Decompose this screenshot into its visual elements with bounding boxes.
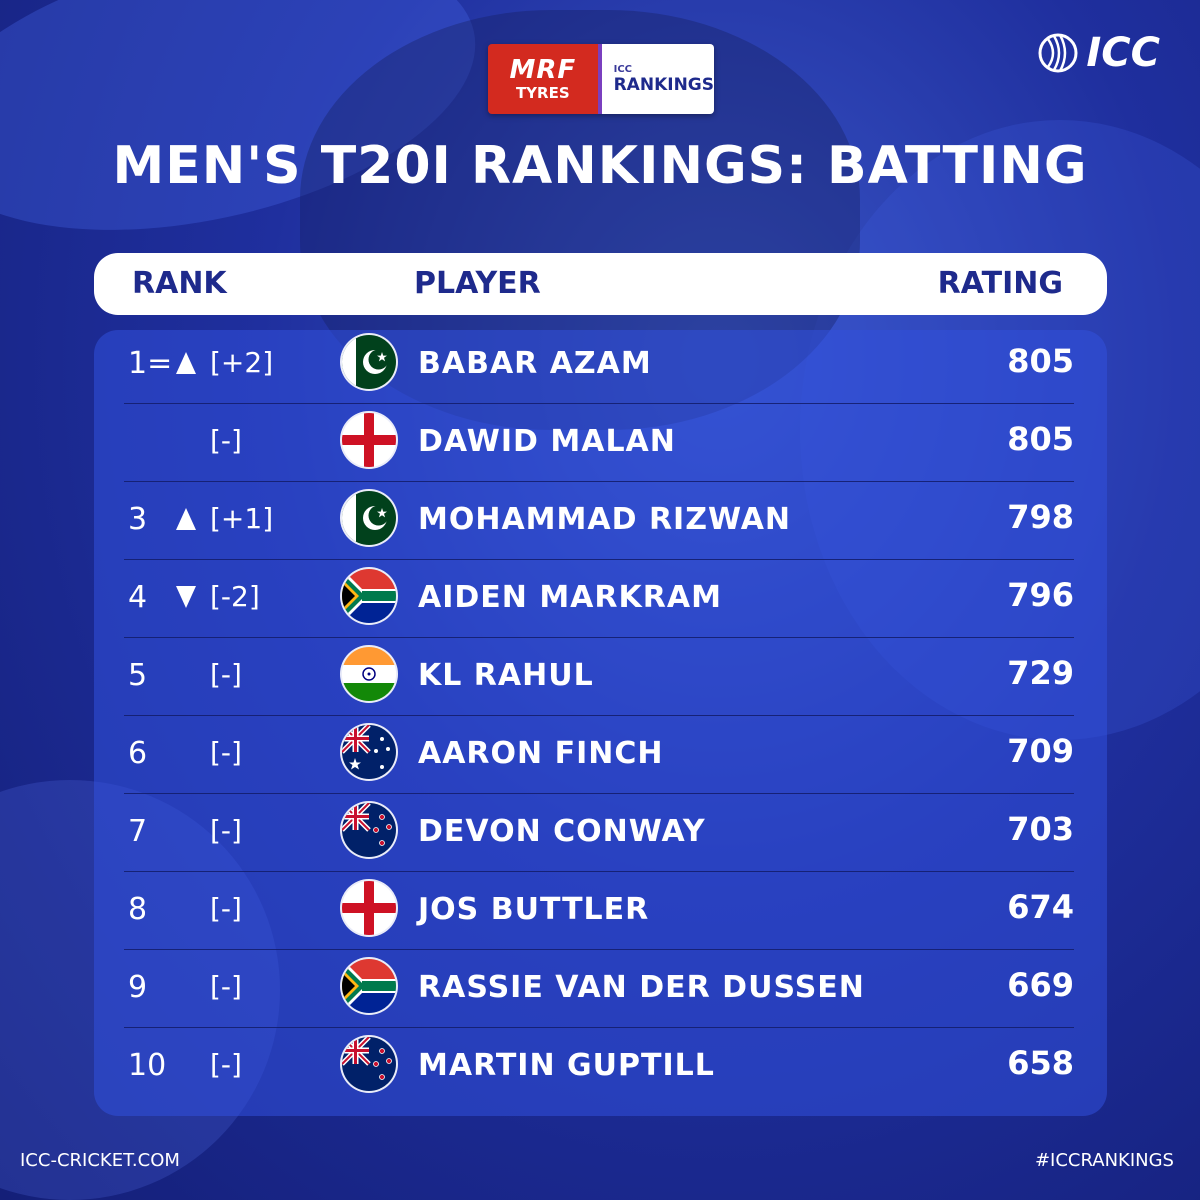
icc-logo: ICC — [1036, 30, 1160, 76]
player-rating: 796 — [1007, 576, 1074, 614]
page-title: MEN'S T20I RANKINGS: BATTING — [112, 136, 1088, 196]
rank-number: 7 — [128, 814, 148, 849]
player-rating: 805 — [1007, 342, 1074, 380]
player-rating: 658 — [1007, 1044, 1074, 1082]
arrow-up-icon — [176, 508, 196, 530]
player-name: AARON FINCH — [418, 736, 664, 771]
rank-number: 5 — [128, 658, 148, 693]
rank-change: [-] — [210, 1048, 242, 1081]
rank-change: [-] — [210, 814, 242, 847]
rank-change: [-] — [210, 892, 242, 925]
india-flag-icon — [342, 647, 396, 701]
player-rating: 669 — [1007, 966, 1074, 1004]
table-header: RANK PLAYER RATING — [94, 253, 1107, 315]
tyres-logo-text: TYRES — [515, 84, 570, 102]
rank-change: [+1] — [210, 502, 274, 535]
player-name: KL RAHUL — [418, 658, 594, 693]
mrf-icc-rankings-logo: MRF TYRES ICC RANKINGS — [488, 44, 714, 114]
row-divider — [124, 559, 1074, 560]
player-name: DAWID MALAN — [418, 424, 676, 459]
arrow-up-icon — [176, 352, 196, 374]
table-row: 1= [+2] BABAR AZAM 805 — [124, 326, 1074, 404]
table-row: 6 [-] AARON FINCH 709 — [124, 716, 1074, 794]
new-zealand-flag-icon — [342, 803, 396, 857]
rank-change: [+2] — [210, 346, 274, 379]
icc-logo-text: ICC — [1086, 30, 1160, 76]
england-flag-icon — [342, 413, 396, 467]
rank-change: [-2] — [210, 580, 260, 613]
rank-number: 3 — [128, 502, 148, 537]
rankings-logo-text: RANKINGS — [613, 74, 714, 95]
rank-number: 10 — [128, 1048, 167, 1083]
footer-website: ICC-CRICKET.COM — [20, 1150, 180, 1171]
table-row: 8 [-] JOS BUTTLER 674 — [124, 872, 1074, 950]
player-rating: 729 — [1007, 654, 1074, 692]
row-divider — [124, 715, 1074, 716]
rank-number: 8 — [128, 892, 148, 927]
player-name: AIDEN MARKRAM — [418, 580, 722, 615]
new-zealand-flag-icon — [342, 1037, 396, 1091]
table-row: 5 [-] KL RAHUL 729 — [124, 638, 1074, 716]
player-name: DEVON CONWAY — [418, 814, 706, 849]
rank-change: [-] — [210, 424, 242, 457]
icc-rankings-logo: ICC RANKINGS — [597, 44, 714, 114]
row-divider — [124, 793, 1074, 794]
england-flag-icon — [342, 881, 396, 935]
player-rating: 798 — [1007, 498, 1074, 536]
player-rating: 805 — [1007, 420, 1074, 458]
rank-change: [-] — [210, 736, 242, 769]
row-divider — [124, 871, 1074, 872]
table-row: 10 [-] MARTIN GUPTILL 658 — [124, 1028, 1074, 1106]
player-rating: 709 — [1007, 732, 1074, 770]
row-divider — [124, 637, 1074, 638]
player-name: RASSIE VAN DER DUSSEN — [418, 970, 865, 1005]
rank-number: 4 — [128, 580, 148, 615]
rank-change: [-] — [210, 970, 242, 1003]
row-divider — [124, 403, 1074, 404]
player-name: BABAR AZAM — [418, 346, 652, 381]
player-name: MARTIN GUPTILL — [418, 1048, 715, 1083]
mrf-logo-text: MRF — [509, 55, 577, 85]
player-name: JOS BUTTLER — [418, 892, 650, 927]
icc-ball-icon — [1038, 33, 1078, 73]
player-name: MOHAMMAD RIZWAN — [418, 502, 792, 537]
table-row: 7 [-] DEVON CONWAY 703 — [124, 794, 1074, 872]
row-divider — [124, 481, 1074, 482]
south-africa-flag-icon — [342, 569, 396, 623]
icc-small-text: ICC — [613, 63, 632, 75]
header-rating: RATING — [937, 266, 1063, 301]
table-row: 3 [+1] MOHAMMAD RIZWAN 798 — [124, 482, 1074, 560]
player-rating: 674 — [1007, 888, 1074, 926]
player-rating: 703 — [1007, 810, 1074, 848]
table-row: 4 [-2] AIDEN MARKRAM 796 — [124, 560, 1074, 638]
table-row: [-] DAWID MALAN 805 — [124, 404, 1074, 482]
pakistan-flag-icon — [342, 335, 396, 389]
australia-flag-icon — [342, 725, 396, 779]
table-row: 9 [-] RASSIE VAN DER DUSSEN 669 — [124, 950, 1074, 1028]
pakistan-flag-icon — [342, 491, 396, 545]
rank-number: 1= — [128, 346, 173, 381]
header-player: PLAYER — [414, 266, 541, 301]
rankings-table: 1= [+2] BABAR AZAM 805 [-] DAWID MALAN 805 3 [+1… — [94, 330, 1107, 1116]
south-africa-flag-icon — [342, 959, 396, 1013]
row-divider — [124, 949, 1074, 950]
header-rank: RANK — [132, 266, 227, 301]
arrow-down-icon — [176, 586, 196, 608]
rank-number: 6 — [128, 736, 148, 771]
rank-number: 9 — [128, 970, 148, 1005]
mrf-tyres-logo: MRF TYRES — [488, 44, 598, 114]
footer-hashtag: #ICCRANKINGS — [1034, 1150, 1174, 1171]
rank-change: [-] — [210, 658, 242, 691]
row-divider — [124, 1027, 1074, 1028]
